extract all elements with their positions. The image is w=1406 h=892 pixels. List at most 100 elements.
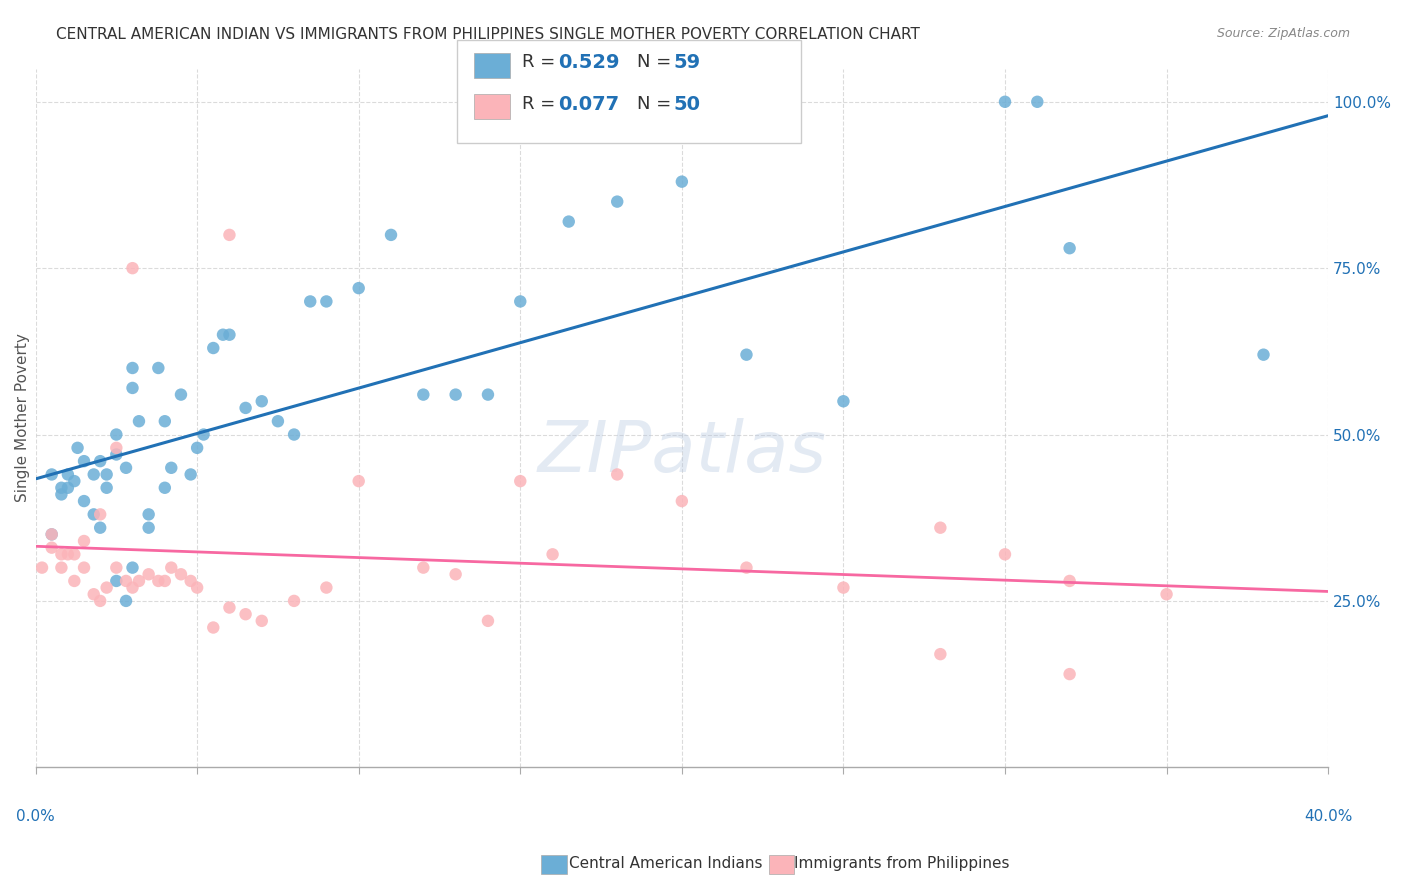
Text: 40.0%: 40.0% [1303, 809, 1353, 824]
Text: 59: 59 [673, 53, 700, 72]
Point [202, 341, 225, 355]
Point [267, 414, 290, 428]
Point [212, 327, 235, 342]
Point [558, 214, 581, 228]
Point [41, 541, 63, 555]
Point [63, 574, 86, 588]
Point [250, 394, 273, 409]
Point [186, 441, 208, 455]
Point [315, 581, 337, 595]
Point [299, 294, 322, 309]
Text: 0.077: 0.077 [558, 95, 619, 114]
Text: 0.529: 0.529 [558, 53, 620, 72]
Point [202, 620, 225, 634]
Point [73, 534, 96, 549]
Text: N =: N = [637, 95, 676, 113]
Point [128, 414, 150, 428]
Point [218, 327, 240, 342]
Point [412, 560, 434, 574]
Point [51, 481, 73, 495]
Point [96, 581, 118, 595]
Point [115, 574, 138, 588]
Point [509, 474, 531, 488]
Point [73, 560, 96, 574]
Point [735, 348, 758, 362]
Point [153, 414, 176, 428]
Point [671, 494, 693, 508]
Point [1059, 241, 1081, 255]
Point [105, 441, 128, 455]
Point [218, 227, 240, 242]
Text: ZIPatlas: ZIPatlas [537, 418, 827, 487]
Point [105, 427, 128, 442]
Point [89, 508, 111, 522]
Point [56, 547, 79, 561]
Y-axis label: Single Mother Poverty: Single Mother Poverty [15, 334, 30, 502]
Point [160, 560, 183, 574]
Point [89, 594, 111, 608]
Point [128, 574, 150, 588]
Point [105, 448, 128, 462]
Point [96, 481, 118, 495]
Point [477, 387, 499, 401]
Point [315, 294, 337, 309]
Text: 50: 50 [673, 95, 700, 114]
Point [160, 460, 183, 475]
Point [148, 361, 170, 376]
Point [83, 508, 105, 522]
Point [541, 547, 564, 561]
Point [477, 614, 499, 628]
Point [1253, 348, 1275, 362]
Point [138, 508, 160, 522]
Point [380, 227, 402, 242]
Point [115, 594, 138, 608]
Point [148, 574, 170, 588]
Point [51, 547, 73, 561]
Point [83, 587, 105, 601]
Point [83, 467, 105, 482]
Point [105, 560, 128, 574]
Text: Source: ZipAtlas.com: Source: ZipAtlas.com [1216, 27, 1350, 40]
Point [347, 474, 370, 488]
Point [51, 560, 73, 574]
Point [115, 460, 138, 475]
Point [51, 487, 73, 501]
Point [994, 547, 1017, 561]
Point [235, 401, 257, 415]
Point [56, 481, 79, 495]
Point [121, 261, 143, 276]
Point [347, 281, 370, 295]
Point [1026, 95, 1049, 109]
Point [994, 95, 1017, 109]
Text: Immigrants from Philippines: Immigrants from Philippines [794, 856, 1010, 871]
Point [138, 567, 160, 582]
Point [186, 581, 208, 595]
Text: R =: R = [522, 54, 561, 71]
Point [832, 581, 855, 595]
Point [180, 574, 202, 588]
Point [412, 387, 434, 401]
Point [283, 594, 305, 608]
Point [41, 467, 63, 482]
Point [73, 454, 96, 468]
Point [138, 521, 160, 535]
Text: R =: R = [522, 95, 561, 113]
Point [121, 381, 143, 395]
Point [153, 481, 176, 495]
Point [73, 494, 96, 508]
Point [929, 521, 952, 535]
Point [121, 361, 143, 376]
Point [41, 527, 63, 541]
Point [41, 527, 63, 541]
Point [153, 574, 176, 588]
Text: CENTRAL AMERICAN INDIAN VS IMMIGRANTS FROM PHILIPPINES SINGLE MOTHER POVERTY COR: CENTRAL AMERICAN INDIAN VS IMMIGRANTS FR… [56, 27, 920, 42]
Point [66, 441, 89, 455]
Point [509, 294, 531, 309]
Point [735, 560, 758, 574]
Text: 0.0%: 0.0% [17, 809, 55, 824]
Point [89, 521, 111, 535]
Point [606, 194, 628, 209]
Point [444, 387, 467, 401]
Point [832, 394, 855, 409]
Text: N =: N = [637, 54, 676, 71]
